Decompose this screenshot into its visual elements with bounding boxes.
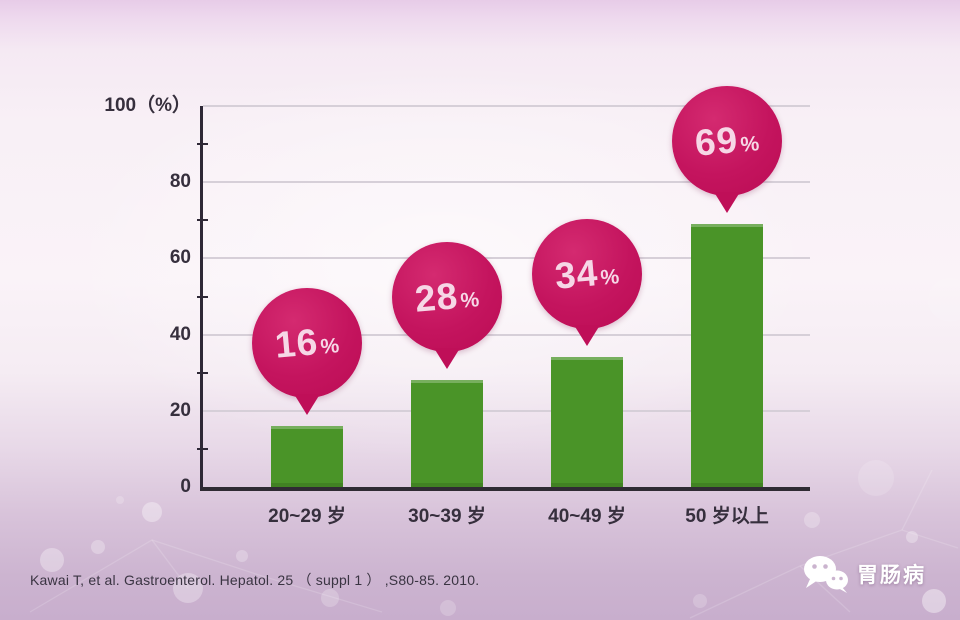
bubble-value: 69 xyxy=(693,119,740,164)
x-axis-label: 30~39 岁 xyxy=(408,506,486,527)
bubble-text: 69% xyxy=(693,117,760,164)
wechat-icon xyxy=(802,554,850,594)
citation-text: Kawai T, et al. Gastroenterol. Hepatol. … xyxy=(30,572,480,588)
bubble-value: 34 xyxy=(553,252,600,298)
gridline xyxy=(203,257,810,260)
y-axis-label: 20 xyxy=(169,399,191,421)
bar xyxy=(271,426,343,487)
value-bubble: 69% xyxy=(672,86,782,197)
bar xyxy=(411,380,483,487)
bubble-text: 28% xyxy=(413,274,480,321)
y-axis-label: 80 xyxy=(169,171,191,193)
x-axis-label: 50 岁以上 xyxy=(685,506,769,527)
plot-area: 0 20 40 60 80 100（%） 16% 20~29 岁 28% 30~39 岁 34% 40… xyxy=(104,86,810,527)
y-axis-label: 100（%） xyxy=(104,95,191,116)
bar xyxy=(551,357,623,487)
bubble-text: 34% xyxy=(553,251,620,298)
bubble-value: 16 xyxy=(273,321,320,366)
bar-group: 34% 40~49 岁 xyxy=(517,106,657,527)
gridline xyxy=(203,333,810,336)
watermark-label: 胃肠病 xyxy=(857,564,926,587)
bar-group: 69% 50 岁以上 xyxy=(657,86,797,527)
bubble-percent-sign: % xyxy=(319,334,341,359)
gridline xyxy=(203,181,810,184)
y-axis-tick xyxy=(197,371,208,374)
y-axis-label: 40 xyxy=(169,323,191,345)
value-bubble: 34% xyxy=(532,219,642,330)
y-axis-label: 0 xyxy=(180,476,191,497)
gridline xyxy=(203,105,810,107)
bubble-value: 28 xyxy=(413,275,460,321)
bubble-percent-sign: % xyxy=(459,288,481,314)
bar-group: 28% 30~39 岁 xyxy=(377,106,517,527)
gridline xyxy=(203,409,810,412)
x-axis-label: 40~49 岁 xyxy=(548,506,626,527)
bar xyxy=(691,224,763,487)
y-axis-tick xyxy=(197,219,208,222)
y-axis-label: 60 xyxy=(169,247,191,269)
bubble-percent-sign: % xyxy=(739,132,761,157)
y-axis-tick xyxy=(197,447,208,450)
bubble-percent-sign: % xyxy=(599,265,621,291)
y-axis-tick xyxy=(197,295,208,298)
wechat-watermark: 胃肠病 xyxy=(802,554,926,594)
bubble-text: 16% xyxy=(273,319,340,366)
value-bubble: 28% xyxy=(392,242,502,353)
value-bubble: 16% xyxy=(252,288,362,399)
y-axis-tick xyxy=(197,143,208,146)
bar-group: 16% 20~29 岁 xyxy=(237,106,377,527)
x-axis-label: 20~29 岁 xyxy=(268,506,346,527)
